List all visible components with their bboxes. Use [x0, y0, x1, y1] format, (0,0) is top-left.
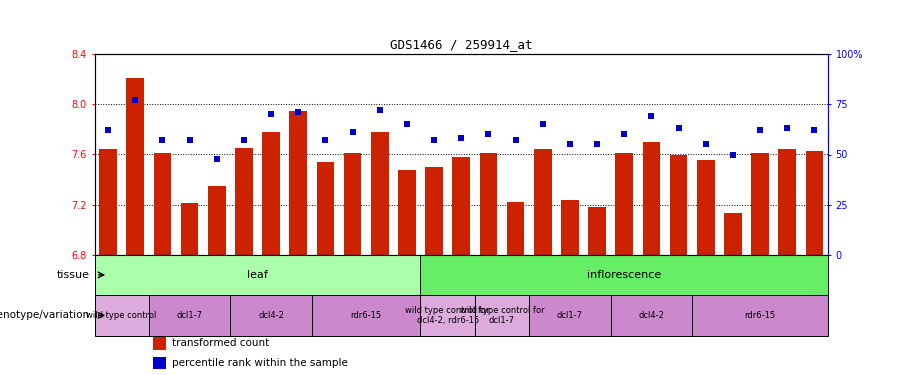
Text: rdr6-15: rdr6-15 [351, 311, 382, 320]
Point [698, 141, 713, 147]
Text: wild type control: wild type control [86, 311, 157, 320]
Bar [752, 153, 769, 255]
Point [373, 108, 387, 114]
Bar [317, 162, 334, 255]
Bar [616, 153, 633, 255]
Point [400, 122, 414, 128]
Bar [507, 202, 525, 255]
Point [671, 126, 686, 132]
Bar [262, 132, 280, 255]
Bar [670, 154, 688, 255]
Text: GDS1466 / 259914_at: GDS1466 / 259914_at [390, 38, 533, 51]
Text: dcl4-2: dcl4-2 [258, 311, 284, 320]
Text: tissue: tissue [57, 270, 90, 280]
Text: wild type control for
dcl1-7: wild type control for dcl1-7 [460, 306, 544, 325]
Bar [290, 111, 307, 255]
Bar [420, 295, 475, 336]
Bar [344, 153, 362, 255]
Bar [589, 207, 606, 255]
Text: dcl1-7: dcl1-7 [176, 311, 202, 320]
Bar [480, 153, 497, 255]
Bar [230, 295, 311, 336]
Point [319, 138, 333, 144]
Bar [697, 159, 715, 255]
Point [101, 128, 115, 134]
Bar [311, 295, 420, 336]
Bar [153, 357, 166, 369]
Point [155, 138, 169, 144]
Bar [398, 170, 416, 255]
Bar [148, 295, 230, 336]
Point [780, 126, 795, 132]
Bar [475, 295, 529, 336]
Point [346, 129, 360, 135]
Bar [529, 295, 611, 336]
Bar [94, 295, 148, 336]
Bar [453, 157, 470, 255]
Bar [208, 186, 226, 255]
Bar [153, 337, 166, 350]
Point [210, 156, 224, 162]
Text: genotype/variation: genotype/variation [0, 310, 90, 320]
Text: rdr6-15: rdr6-15 [744, 311, 776, 320]
Bar [806, 151, 824, 255]
Point [644, 114, 659, 120]
Bar [235, 148, 253, 255]
Point [725, 152, 740, 157]
Text: percentile rank within the sample: percentile rank within the sample [172, 358, 348, 368]
Bar [534, 150, 552, 255]
Text: inflorescence: inflorescence [587, 270, 662, 280]
Bar [778, 150, 796, 255]
Point [482, 132, 496, 138]
Text: dcl1-7: dcl1-7 [557, 311, 583, 320]
Bar [371, 132, 389, 255]
Point [508, 138, 523, 144]
Point [536, 122, 550, 128]
Point [291, 110, 305, 116]
Bar [611, 295, 692, 336]
Bar [561, 200, 579, 255]
Point [264, 111, 278, 117]
Bar [99, 150, 117, 255]
Text: dcl4-2: dcl4-2 [638, 311, 664, 320]
Point [590, 141, 604, 147]
Point [753, 128, 768, 134]
Bar [181, 203, 198, 255]
Point [562, 141, 577, 147]
Text: transformed count: transformed count [172, 339, 269, 348]
Bar [126, 78, 144, 255]
Point [237, 138, 251, 144]
Bar [154, 153, 171, 255]
Bar [426, 167, 443, 255]
Text: leaf: leaf [248, 270, 268, 280]
Bar [94, 255, 420, 295]
Point [617, 132, 632, 138]
Point [183, 138, 197, 144]
Bar [420, 255, 828, 295]
Point [128, 98, 142, 104]
Text: wild type control for
dcl4-2, rdr6-15: wild type control for dcl4-2, rdr6-15 [405, 306, 490, 325]
Bar [643, 142, 661, 255]
Bar [724, 213, 742, 255]
Point [454, 135, 468, 141]
Bar [692, 295, 828, 336]
Point [807, 128, 822, 134]
Point [427, 138, 441, 144]
